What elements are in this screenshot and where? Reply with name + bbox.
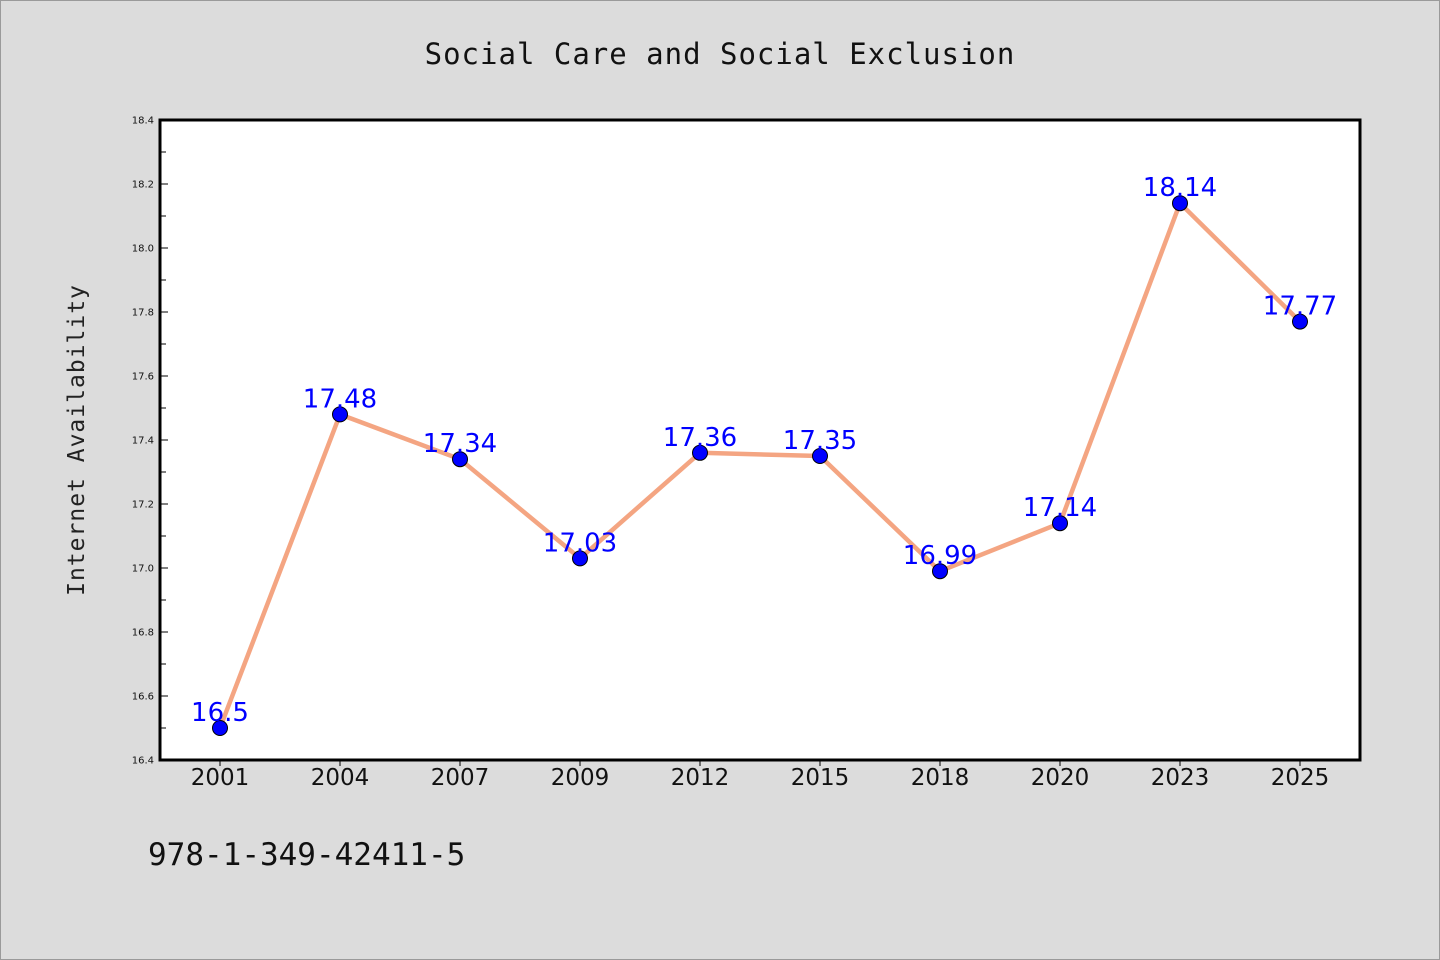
x-tick-label: 2018 <box>911 765 970 791</box>
x-tick-label: 2007 <box>431 765 490 791</box>
y-tick-label: 17.6 <box>132 372 154 383</box>
data-series: 16.5 17.48 17.34 17.03 17.36 17.35 16.99 17.14 1… <box>191 173 1337 736</box>
y-tick-label: 18.0 <box>132 244 154 255</box>
data-label: 17.14 <box>1023 493 1097 523</box>
data-point <box>452 451 468 468</box>
data-label: 16.5 <box>191 698 249 728</box>
y-tick-label: 18.4 <box>132 116 154 127</box>
x-tick-label: 2009 <box>551 765 610 791</box>
y-tick-label: 17.2 <box>132 500 154 511</box>
x-axis: 2001 2004 2007 2009 2012 2015 2018 2020 2023 2025 <box>191 760 1330 791</box>
data-point <box>1172 195 1188 212</box>
data-label: 17.03 <box>543 528 617 558</box>
footnote-isbn: 978-1-349-42411-5 <box>148 837 465 873</box>
x-tick-label: 2025 <box>1271 765 1330 791</box>
plot-area <box>160 120 1360 760</box>
series-line <box>217 200 1303 731</box>
chart-title: Social Care and Social Exclusion <box>425 37 1016 71</box>
data-label: 17.77 <box>1263 292 1337 322</box>
y-tick-label: 16.8 <box>132 628 154 639</box>
data-label: 17.36 <box>663 423 737 453</box>
data-point <box>692 444 708 461</box>
data-label: 17.48 <box>303 384 377 414</box>
y-tick-label: 17.4 <box>132 436 154 447</box>
data-point <box>812 448 828 464</box>
data-label: 16.99 <box>903 541 977 571</box>
data-point <box>332 406 348 423</box>
y-tick-label: 16.4 <box>132 756 154 767</box>
y-axis-label: Internet Availability <box>64 284 90 596</box>
x-tick-label: 2012 <box>671 765 730 791</box>
x-tick-label: 2015 <box>791 765 850 791</box>
x-tick-label: 2001 <box>191 765 250 791</box>
y-tick-label: 17.0 <box>132 564 154 575</box>
y-tick-label: 17.8 <box>132 308 154 319</box>
y-tick-label: 18.2 <box>132 180 154 191</box>
data-label: 18.14 <box>1143 173 1217 203</box>
x-tick-label: 2020 <box>1031 765 1090 791</box>
data-point <box>932 563 948 580</box>
data-point <box>212 720 228 736</box>
y-tick-label: 16.6 <box>132 692 154 703</box>
data-point <box>1052 515 1068 532</box>
data-label: 17.34 <box>423 429 497 459</box>
data-point <box>1292 313 1308 330</box>
data-point <box>572 550 588 567</box>
x-tick-label: 2004 <box>311 765 370 791</box>
data-label: 17.35 <box>783 426 857 456</box>
y-axis: 16.4 16.6 16.8 17.0 17.2 17.4 17.6 17.8 18.0 18.2… <box>132 116 168 767</box>
plot-border <box>158 118 1362 762</box>
x-tick-label: 2023 <box>1151 765 1210 791</box>
